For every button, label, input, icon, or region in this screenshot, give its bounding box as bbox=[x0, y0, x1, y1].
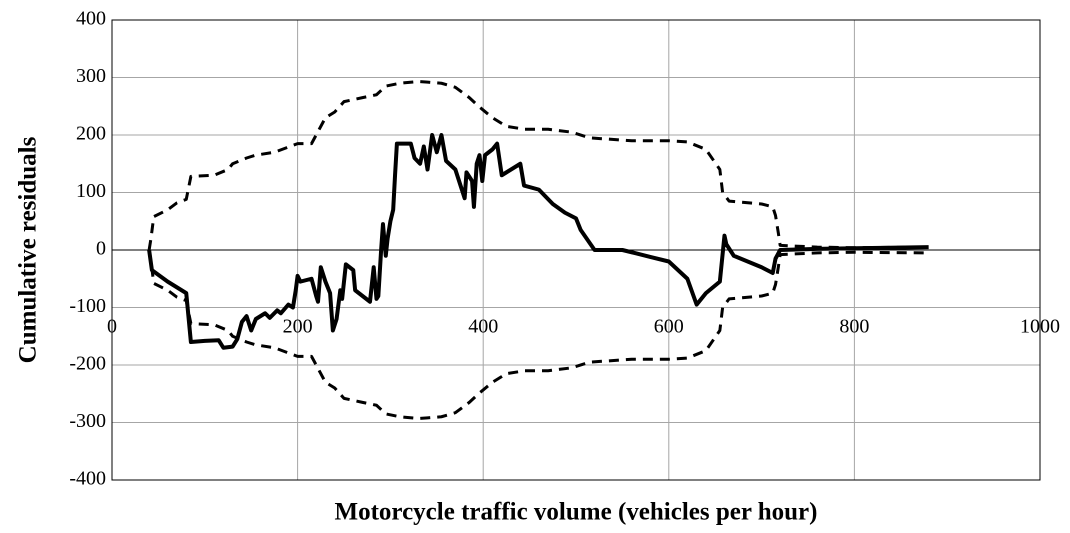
series-line bbox=[147, 80, 929, 251]
x-tick-label: 600 bbox=[654, 316, 684, 338]
y-tick-label: -100 bbox=[69, 295, 106, 317]
y-tick-label: -400 bbox=[69, 468, 106, 490]
x-tick-label: 800 bbox=[839, 316, 869, 338]
y-tick-label: -300 bbox=[69, 410, 106, 432]
x-tick-label: 400 bbox=[468, 316, 498, 338]
x-axis-title: Motorcycle traffic volume (vehicles per … bbox=[335, 499, 818, 526]
series-line bbox=[147, 133, 929, 350]
x-tick-label: 200 bbox=[283, 316, 313, 338]
y-axis-title: Cumulative residuals bbox=[15, 136, 42, 363]
y-tick-label: -200 bbox=[69, 353, 106, 375]
y-tick-label: 0 bbox=[96, 238, 106, 260]
y-tick-label: 200 bbox=[76, 123, 106, 145]
series-line bbox=[147, 249, 929, 420]
y-tick-label: 300 bbox=[76, 65, 106, 87]
y-tick-label: 100 bbox=[76, 180, 106, 202]
y-tick-label: 400 bbox=[76, 8, 106, 30]
